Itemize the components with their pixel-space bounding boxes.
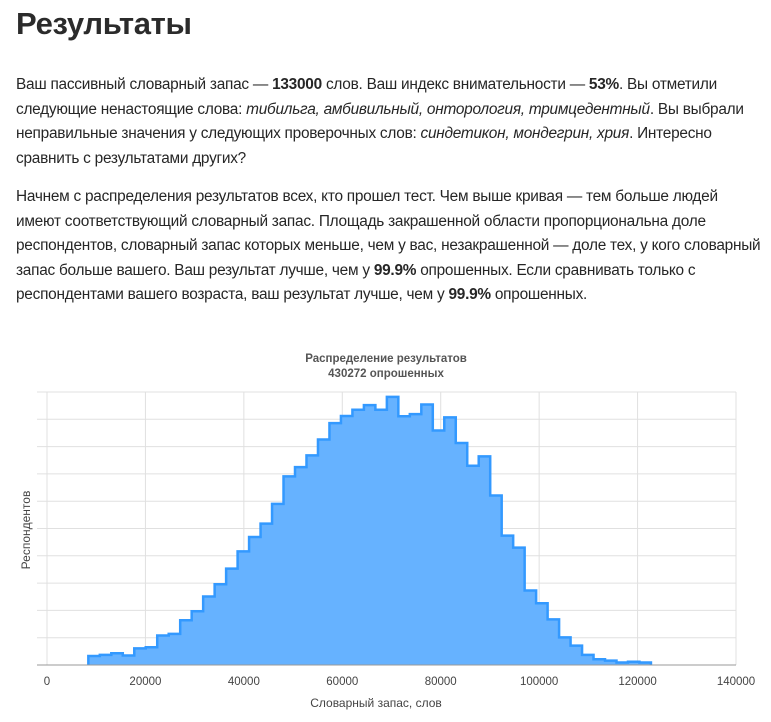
histogram-bin (444, 417, 457, 665)
distribution-chart: Распределение результатов 430272 опрошен… (19, 353, 755, 710)
text-segment: . Вы выбрали неправильные значения у сле… (16, 100, 744, 143)
x-tick-label: 120000 (618, 676, 656, 688)
histogram-bin (375, 409, 388, 665)
histogram-bin (409, 414, 422, 665)
text-segment: Ваш пассивный словарный запас — (16, 76, 273, 93)
histogram-bin (547, 619, 560, 665)
histogram-bin (524, 590, 537, 665)
histogram-bin (363, 405, 376, 665)
histogram-bin (317, 439, 330, 665)
histogram-bin (536, 603, 549, 665)
chart-subtitle: 430272 опрошенных (328, 368, 444, 380)
histogram-bin (478, 456, 491, 665)
highlighted-value: 99.9% (373, 261, 417, 279)
x-tick-label: 60000 (326, 676, 358, 688)
histogram-bin (249, 536, 262, 665)
histogram-bin (134, 648, 147, 665)
histogram-bin (272, 503, 285, 665)
histogram-bin (513, 547, 526, 665)
histogram-bin (283, 476, 296, 665)
distribution-step-line (87, 395, 653, 665)
histogram-bin (88, 655, 101, 665)
histogram-bin (191, 611, 204, 665)
histogram-bin (145, 647, 158, 665)
histogram-bin (455, 443, 468, 665)
text-segment: Начнем с распределения результатов всех,… (16, 188, 761, 279)
histogram-bin (421, 404, 434, 665)
histogram-bin (340, 416, 353, 665)
histogram-bin (593, 659, 606, 665)
x-axis-label: Словарный запас, слов (310, 696, 442, 710)
x-tick-label: 100000 (520, 676, 558, 688)
text-segment: . Вы отметили следующие ненастоящие слов… (16, 76, 717, 118)
histogram-bin (570, 645, 583, 665)
histogram-bin (168, 633, 181, 665)
x-tick-label: 40000 (228, 676, 260, 688)
histogram-bin (329, 423, 342, 665)
word-list: синдетикон, мондегрин, хрия (420, 125, 630, 142)
histogram-bin (501, 535, 514, 665)
histogram-bin (260, 523, 273, 665)
highlighted-value: 133000 (272, 76, 322, 93)
x-tick-label: 0 (44, 676, 50, 688)
histogram-bin (490, 495, 503, 665)
histogram-bin (605, 660, 617, 665)
x-tick-label: 80000 (425, 676, 457, 688)
histogram-bin (306, 455, 319, 665)
highlighted-value: 53% (588, 76, 619, 93)
histogram-bin (398, 416, 411, 665)
distribution-explanation-paragraph: Начнем с распределения результатов всех,… (16, 185, 761, 308)
page-title: Результаты (16, 6, 192, 41)
text-segment: . Интересно сравнить с результатами друг… (16, 125, 712, 167)
histogram-bin (157, 635, 170, 665)
histogram-bin (627, 661, 640, 665)
histogram-bin (467, 465, 480, 665)
results-summary-paragraph: Ваш пассивный словарный запас — 133000 с… (16, 73, 761, 171)
histogram-bin (352, 409, 365, 665)
histogram-bin (214, 584, 227, 665)
histogram-bin (111, 653, 124, 665)
text-segment: опрошенных. (490, 286, 588, 303)
text-segment: слов. Ваш индекс внимательности — (321, 76, 589, 93)
histogram-bin (582, 654, 595, 665)
histogram-bin (203, 596, 216, 665)
word-list: тибильга, амбивильный, онторология, трим… (246, 100, 650, 118)
x-tick-label: 20000 (129, 676, 161, 688)
histogram-bin (122, 655, 135, 665)
x-tick-label: 140000 (717, 676, 755, 688)
histogram-bin (99, 654, 112, 665)
histogram-bin (237, 551, 250, 665)
highlighted-value: 99.9% (448, 286, 491, 303)
text-segment: опрошенных. Если сравнивать только с рес… (16, 261, 696, 304)
histogram-bin (180, 620, 193, 665)
y-axis-label: Респондентов (19, 491, 33, 570)
chart-title: Распределение результатов (305, 353, 467, 365)
histogram-bin (559, 637, 572, 665)
histogram-bin (432, 430, 445, 665)
histogram-bin (226, 568, 239, 665)
histogram-bin (295, 467, 307, 665)
histogram-bin (386, 396, 399, 665)
